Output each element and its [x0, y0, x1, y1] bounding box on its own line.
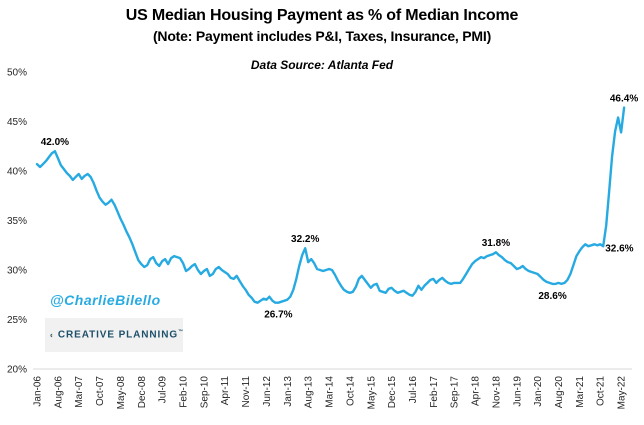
annotation-label: 31.8%: [482, 238, 510, 249]
page-title: US Median Housing Payment as % of Median…: [125, 7, 519, 24]
annotation-label: 42.0%: [41, 137, 69, 148]
annotation-label: 32.6%: [605, 243, 633, 254]
x-axis-tick-label: Oct-14: [345, 376, 356, 406]
logo-diamond-icon: [51, 334, 53, 336]
logo-text: CREATIVE PLANNING™: [57, 329, 183, 341]
x-axis-tick-label: Jul-09: [158, 376, 169, 404]
annotation-label: 32.2%: [291, 234, 319, 245]
x-axis-tick-label: Oct-21: [596, 376, 607, 406]
x-axis-tick-label: Aug-06: [53, 376, 64, 409]
x-axis-tick-label: Aug-20: [554, 376, 565, 409]
x-axis-tick-label: Sep-10: [199, 376, 210, 409]
x-axis-tick-label: May-15: [366, 376, 377, 410]
x-axis-tick-label: May-08: [116, 376, 127, 410]
x-axis-tick-label: Dec-08: [137, 376, 148, 409]
y-axis-tick-label: 25%: [7, 315, 27, 326]
x-axis-tick-label: Mar-21: [575, 376, 586, 408]
x-axis-tick-label: Sep-17: [450, 376, 461, 409]
x-axis-tick-label: Oct-07: [95, 376, 106, 406]
x-axis-tick-label: Jan-20: [533, 376, 544, 407]
y-axis-tick-label: 20%: [7, 365, 27, 376]
x-axis-tick-label: Jul-16: [408, 376, 419, 404]
annotation-label: 28.6%: [538, 291, 566, 302]
x-axis-tick-label: Jun-12: [262, 376, 273, 407]
x-axis-tick-label: Jan-13: [283, 376, 294, 407]
y-axis-tick-label: 45%: [7, 117, 27, 128]
x-axis-tick-label: Feb-10: [179, 376, 190, 408]
y-axis-tick-label: 35%: [7, 216, 27, 227]
creative-planning-logo: CREATIVE PLANNING™: [45, 318, 183, 352]
data-source-label: Data Source: Atlanta Fed: [250, 58, 394, 72]
y-axis-tick-label: 50%: [7, 68, 27, 79]
x-axis-tick-label: Jan-06: [33, 376, 44, 407]
x-axis-tick-label: Nov-11: [241, 376, 252, 408]
x-axis-tick-label: Apr-18: [471, 376, 482, 406]
logo-c-icon: [50, 333, 53, 337]
annotation-label: 26.7%: [264, 310, 292, 321]
x-axis-tick-label: Nov-18: [491, 376, 502, 409]
x-axis-tick-label: Mar-14: [325, 376, 336, 408]
watermark-handle: @CharlieBilello: [50, 292, 161, 308]
series-line: [35, 106, 626, 304]
x-axis-tick-label: Apr-11: [220, 376, 231, 406]
y-axis-tick-label: 40%: [7, 167, 27, 178]
y-axis-tick-label: 30%: [7, 266, 27, 277]
x-axis-tick-label: Dec-15: [387, 376, 398, 409]
x-axis-tick-label: Aug-13: [304, 376, 315, 409]
chart-subtitle-note: (Note: Payment includes P&I, Taxes, Insu…: [152, 28, 492, 44]
annotation-label: 46.4%: [610, 94, 638, 105]
logo-trademark: ™: [178, 329, 183, 336]
x-axis-tick-label: May-22: [617, 376, 628, 410]
x-axis-tick-label: Feb-17: [429, 376, 440, 408]
x-axis-tick-label: Jun-19: [512, 376, 523, 407]
x-axis-tick-label: Mar-07: [74, 376, 85, 408]
